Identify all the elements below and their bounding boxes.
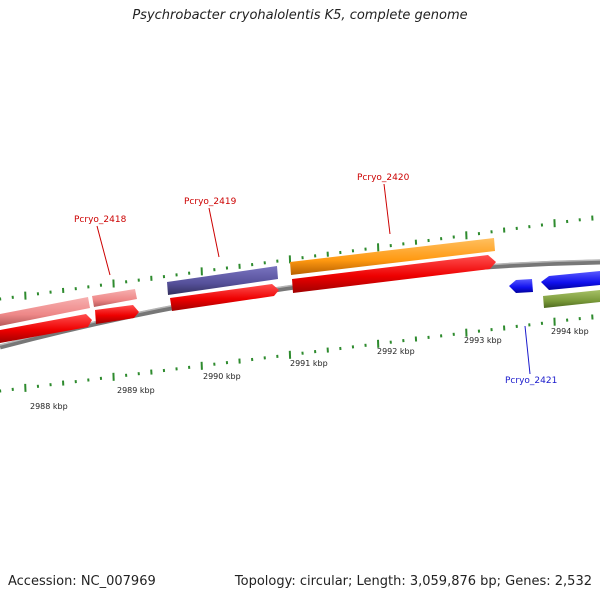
inner-tick-row: [0, 314, 594, 393]
scale-label-2988: 2988 kbp: [30, 402, 68, 411]
gene-label-pcryo-2418: Pcryo_2418: [74, 215, 127, 225]
gene-feature-pcryo-2420[interactable]: [290, 238, 495, 275]
gene-feature-olive[interactable]: [543, 290, 600, 308]
cds-arrow-blue-2[interactable]: [541, 271, 600, 290]
leader-line-pcryo-2420: [383, 183, 391, 235]
gene-feature-pcryo-2419[interactable]: [167, 266, 278, 295]
cds-arrow-4[interactable]: [292, 255, 496, 293]
accession-text: Accession: NC_007969: [8, 574, 156, 589]
scale-label-2993: 2993 kbp: [464, 336, 502, 345]
scale-label-2994: 2994 kbp: [551, 327, 589, 336]
map-title: Psychrobacter cryohalolentis K5, complet…: [132, 8, 468, 23]
leader-line-pcryo-2419: [208, 207, 220, 258]
outer-tick-row: [0, 215, 594, 301]
scale-label-2989: 2989 kbp: [117, 386, 155, 395]
genome-backbone: [0, 259, 600, 350]
leader-line-pcryo-2418: [96, 225, 111, 276]
gene-label-pcryo-2419: Pcryo_2419: [184, 197, 237, 207]
genome-summary-text: Topology: circular; Length: 3,059,876 bp…: [234, 574, 592, 589]
cds-arrow-3[interactable]: [170, 284, 279, 311]
cds-arrow-1[interactable]: [0, 314, 92, 343]
gene-label-pcryo-2421: Pcryo_2421: [505, 376, 557, 386]
scale-label-2992: 2992 kbp: [377, 347, 415, 356]
gene-feature-pink[interactable]: [0, 289, 137, 326]
gene-label-pcryo-2420: Pcryo_2420: [357, 173, 410, 183]
scale-label-2990: 2990 kbp: [203, 372, 241, 381]
cds-arrow-2[interactable]: [95, 305, 139, 324]
cds-arrow-pcryo-2421[interactable]: [509, 279, 533, 293]
scale-label-2991: 2991 kbp: [290, 359, 328, 368]
leader-line-pcryo-2421: [524, 325, 531, 375]
